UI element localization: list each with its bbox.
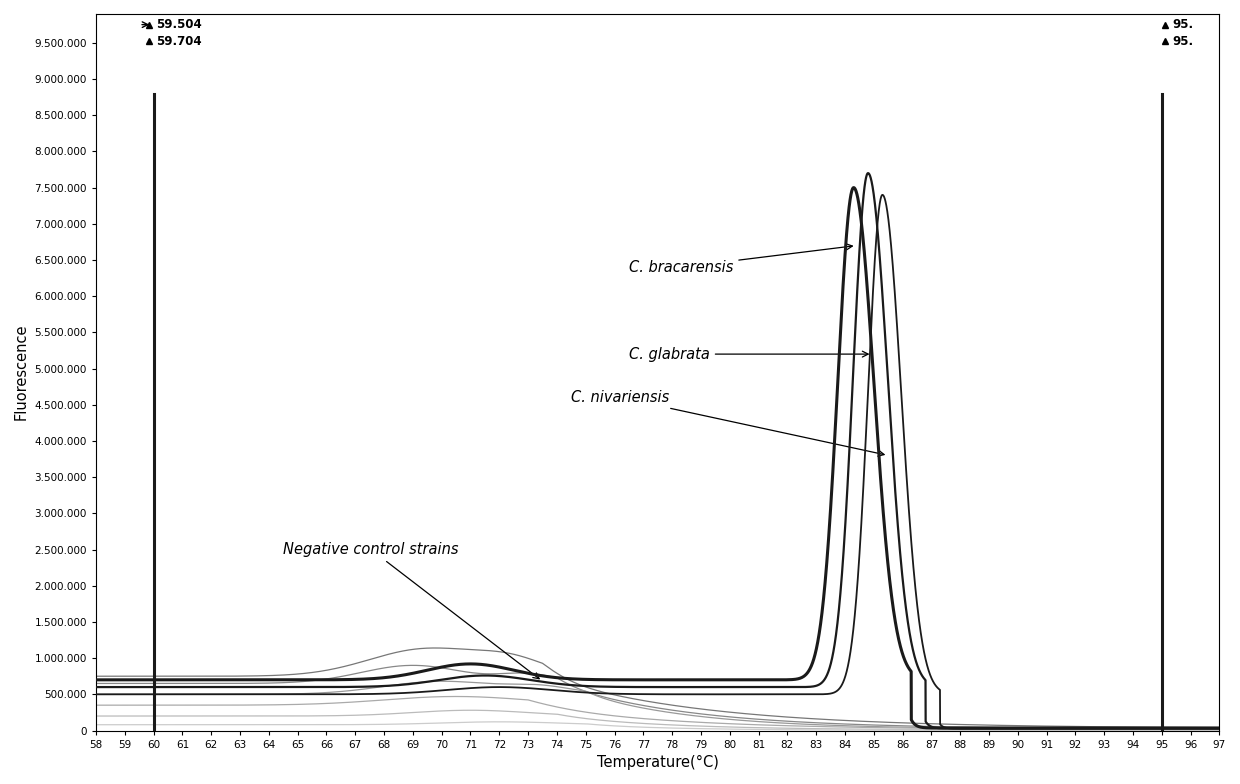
- Text: 59.704: 59.704: [156, 34, 202, 48]
- X-axis label: Temperature(°C): Temperature(°C): [596, 755, 719, 770]
- Text: 59.504: 59.504: [156, 18, 202, 31]
- Text: C. glabrata: C. glabrata: [629, 347, 868, 361]
- Text: 95.: 95.: [1172, 34, 1193, 48]
- Y-axis label: Fluorescence: Fluorescence: [14, 324, 29, 420]
- Text: C. nivariensis: C. nivariensis: [572, 390, 884, 456]
- Text: 95.: 95.: [1172, 18, 1193, 31]
- Text: Negative control strains: Negative control strains: [283, 542, 539, 679]
- Text: C. bracarensis: C. bracarensis: [629, 244, 852, 274]
